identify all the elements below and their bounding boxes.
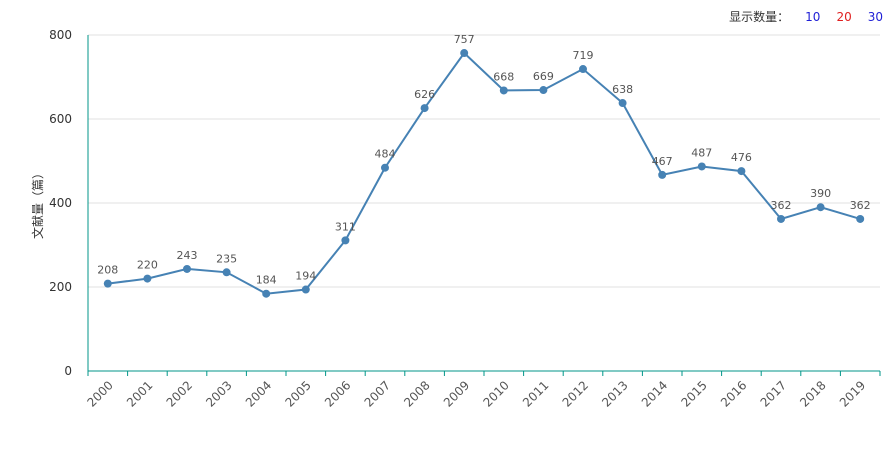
series-line-path: [107, 51, 861, 295]
x-tick-label: 2015: [678, 378, 709, 409]
data-point[interactable]: [103, 279, 112, 288]
data-label: 638: [612, 83, 633, 96]
axes: [87, 35, 881, 376]
display-count-label: 显示数量：: [729, 10, 790, 24]
data-label: 390: [810, 187, 831, 200]
data-points: [103, 49, 865, 298]
data-point[interactable]: [262, 289, 271, 298]
data-label: 476: [731, 151, 752, 164]
data-label: 467: [652, 155, 673, 168]
data-labels: 208 220 243 235 184 194 311 484 626 757 668 669 719 6…: [97, 33, 870, 287]
data-label: 669: [533, 70, 554, 83]
data-point[interactable]: [777, 214, 785, 223]
data-label: 757: [454, 33, 475, 46]
x-tick-label: 2009: [441, 378, 472, 409]
data-point[interactable]: [856, 214, 865, 223]
y-tick-label: 600: [49, 112, 72, 126]
data-point[interactable]: [420, 104, 429, 113]
data-point[interactable]: [816, 203, 825, 212]
data-point[interactable]: [301, 285, 310, 294]
x-tick-label: 2014: [639, 378, 670, 409]
data-point[interactable]: [579, 65, 587, 74]
x-tick-label: 2011: [520, 378, 551, 409]
y-tick-label: 400: [49, 196, 72, 210]
x-tick-label: 2004: [243, 378, 274, 409]
x-tick-label: 2001: [124, 378, 155, 409]
display-count-control: 显示数量： 10 20 30: [729, 8, 883, 25]
data-point[interactable]: [381, 163, 389, 172]
data-label: 487: [691, 146, 712, 159]
data-label: 243: [177, 249, 198, 262]
data-label: 626: [414, 88, 435, 101]
data-point[interactable]: [143, 274, 152, 283]
data-label: 184: [256, 274, 277, 287]
y-tick-label: 0: [64, 364, 72, 378]
data-point[interactable]: [341, 236, 350, 245]
data-point[interactable]: [697, 162, 706, 171]
x-tick-label: 2000: [84, 378, 115, 409]
data-label: 220: [137, 259, 158, 272]
data-point[interactable]: [737, 167, 746, 176]
x-tick-label: 2008: [401, 378, 432, 409]
display-count-option-20[interactable]: 20: [836, 9, 852, 24]
data-label: 362: [850, 199, 871, 212]
x-axis-ticks: 2000 2001 2002 2003 2004 2005 2006 2007 2008 2009…: [84, 378, 868, 409]
data-label: 719: [573, 49, 594, 62]
y-axis-ticks: 0 200 400 600 800: [49, 28, 72, 378]
x-tick-label: 2006: [322, 378, 353, 409]
x-tick-label: 2007: [362, 378, 393, 409]
data-point[interactable]: [460, 49, 469, 58]
data-label: 484: [375, 148, 396, 161]
data-label: 235: [216, 252, 237, 265]
data-point[interactable]: [222, 268, 231, 277]
x-tick-label: 2010: [480, 378, 511, 409]
x-tick-label: 2003: [203, 378, 234, 409]
data-point[interactable]: [618, 99, 627, 108]
data-point[interactable]: [658, 170, 667, 179]
x-tick-label: 2018: [797, 378, 828, 409]
data-label: 208: [97, 264, 118, 277]
x-tick-label: 2012: [560, 378, 591, 409]
data-label: 668: [493, 70, 514, 83]
data-point[interactable]: [539, 86, 548, 95]
data-label: 362: [771, 199, 792, 212]
x-tick-label: 2019: [837, 378, 868, 409]
x-tick-label: 2016: [718, 378, 749, 409]
data-label: 194: [295, 270, 316, 283]
data-point[interactable]: [183, 264, 191, 273]
y-axis-label: 文献量（篇）: [30, 167, 45, 239]
data-point[interactable]: [499, 86, 508, 95]
display-count-option-10[interactable]: 10: [805, 9, 821, 24]
grid-lines: [88, 34, 880, 288]
x-tick-label: 2017: [758, 378, 789, 409]
data-label: 311: [335, 220, 356, 233]
x-tick-label: 2013: [599, 378, 630, 409]
display-count-option-30[interactable]: 30: [867, 9, 883, 24]
y-tick-label: 800: [49, 28, 72, 42]
x-tick-label: 2005: [282, 378, 313, 409]
x-tick-label: 2002: [164, 378, 195, 409]
y-tick-label: 200: [49, 280, 72, 294]
series-line: [107, 51, 861, 295]
